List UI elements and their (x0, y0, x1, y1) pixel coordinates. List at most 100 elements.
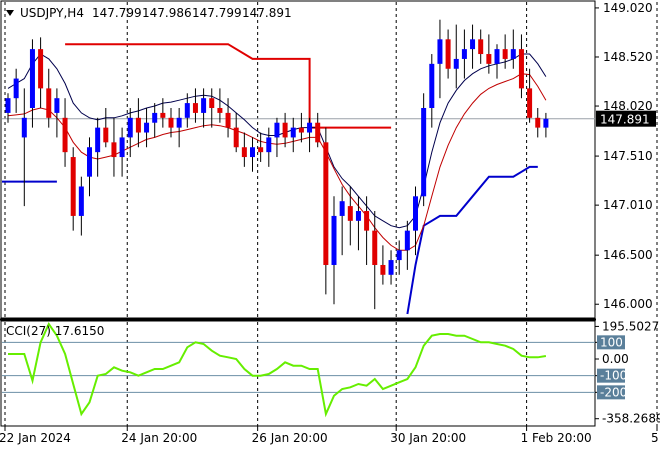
candle-down (62, 117, 68, 153)
candle-down (160, 112, 166, 118)
candle-up (144, 122, 150, 133)
cci-level-badge (597, 385, 625, 400)
candle-up (331, 215, 337, 265)
candle-up (429, 63, 435, 108)
candle-down (518, 49, 524, 89)
price-panel-frame (0, 0, 596, 319)
candle-up (184, 103, 190, 118)
candle-down (282, 122, 288, 138)
candle-up (13, 78, 19, 99)
cci-tick-label: 195.5027 (602, 319, 659, 333)
candle-up (461, 49, 467, 59)
candle-up (21, 117, 27, 138)
price-tick-label: 148.520 (603, 50, 653, 64)
x-tick-label: 22 Jan 2024 (0, 431, 71, 445)
candle-down (38, 49, 44, 89)
x-tick-label: 1 Feb 20:00 (521, 431, 592, 445)
candle-up (250, 147, 255, 158)
x-tick-label: 24 Jan 20:00 (121, 431, 197, 445)
price-tick-label: 148.020 (603, 99, 653, 113)
current-price-badge (596, 110, 656, 127)
step-line (65, 43, 392, 129)
candle-up (176, 117, 182, 128)
candle-down (241, 147, 247, 158)
x-tick-label: 5 Feb 20:00 (651, 431, 660, 445)
candle-up (87, 147, 92, 177)
cci-level-badge (597, 368, 625, 383)
candle-down (372, 230, 378, 265)
grid (4, 2, 658, 426)
cci-indicator (2, 321, 595, 418)
price-tick-label: 147.510 (603, 149, 653, 163)
candle-down (192, 103, 198, 113)
candle-up (396, 250, 402, 261)
candle-up (339, 201, 345, 216)
x-tick-label: 30 Jan 20:00 (390, 431, 466, 445)
cci-tick-label: -358.2689 (602, 412, 660, 426)
candle-up (119, 137, 125, 158)
candle-up (95, 127, 101, 153)
candle-up (266, 137, 272, 153)
candle-down (380, 264, 386, 275)
candle-down (364, 211, 370, 231)
candle-down (103, 127, 109, 143)
ohlc-open: 147.799 (92, 6, 142, 20)
step-line (406, 165, 538, 315)
candle-down (315, 122, 321, 143)
candle-up (355, 211, 361, 221)
candle-down (233, 127, 239, 148)
candle-up (290, 127, 296, 138)
candle-up (470, 39, 476, 50)
candle-down (209, 98, 215, 108)
price-tick-label: 147.010 (603, 198, 653, 212)
candle-down (502, 49, 508, 59)
candle-down (111, 142, 117, 158)
dropdown-triangle-icon[interactable] (6, 10, 14, 16)
x-tick-label: 26 Jan 20:00 (252, 431, 328, 445)
cci-panel-frame (0, 320, 596, 427)
candle-down (135, 117, 141, 133)
price-tick-label: 146.000 (603, 297, 653, 311)
candle-down (70, 157, 76, 216)
ohlc-high: 147.986 (142, 6, 192, 20)
candle-up (29, 49, 35, 108)
candle-down (323, 142, 329, 265)
candle-down (46, 88, 52, 118)
candle-up (307, 122, 313, 133)
candle-down (535, 117, 541, 128)
candle-up (413, 196, 418, 231)
price-tick-label: 149.020 (603, 1, 653, 15)
candle-up (54, 98, 60, 113)
candle-up (543, 118, 549, 128)
cci-line (8, 321, 547, 418)
price-tick-label: 146.500 (603, 248, 653, 262)
candle-up (494, 49, 500, 64)
candle-down (168, 117, 174, 128)
symbol-label: USDJPY,H4 (20, 6, 84, 20)
ohlc-close: 147.891 (242, 6, 292, 20)
candle-down (258, 147, 264, 153)
candle-up (127, 117, 133, 138)
ohlc-low: 147.799 (192, 6, 242, 20)
cci-level-badge (597, 335, 625, 350)
current-price-label: 147.891 (600, 113, 650, 127)
cci-tick-label: -200 (600, 385, 627, 399)
candle-up (388, 260, 394, 275)
candle-up (421, 108, 427, 197)
candle-up (274, 122, 280, 138)
candle-up (453, 58, 459, 69)
candle-down (527, 88, 533, 118)
cci-tick-label: 100 (600, 335, 623, 349)
candle-down (478, 39, 484, 55)
candle-up (201, 98, 207, 113)
candlesticks (5, 19, 549, 310)
candle-down (347, 206, 353, 221)
candle-down (217, 108, 223, 113)
candle-down (298, 127, 304, 133)
candle-up (510, 49, 516, 59)
candle-down (225, 112, 231, 128)
candle-up (78, 186, 84, 216)
